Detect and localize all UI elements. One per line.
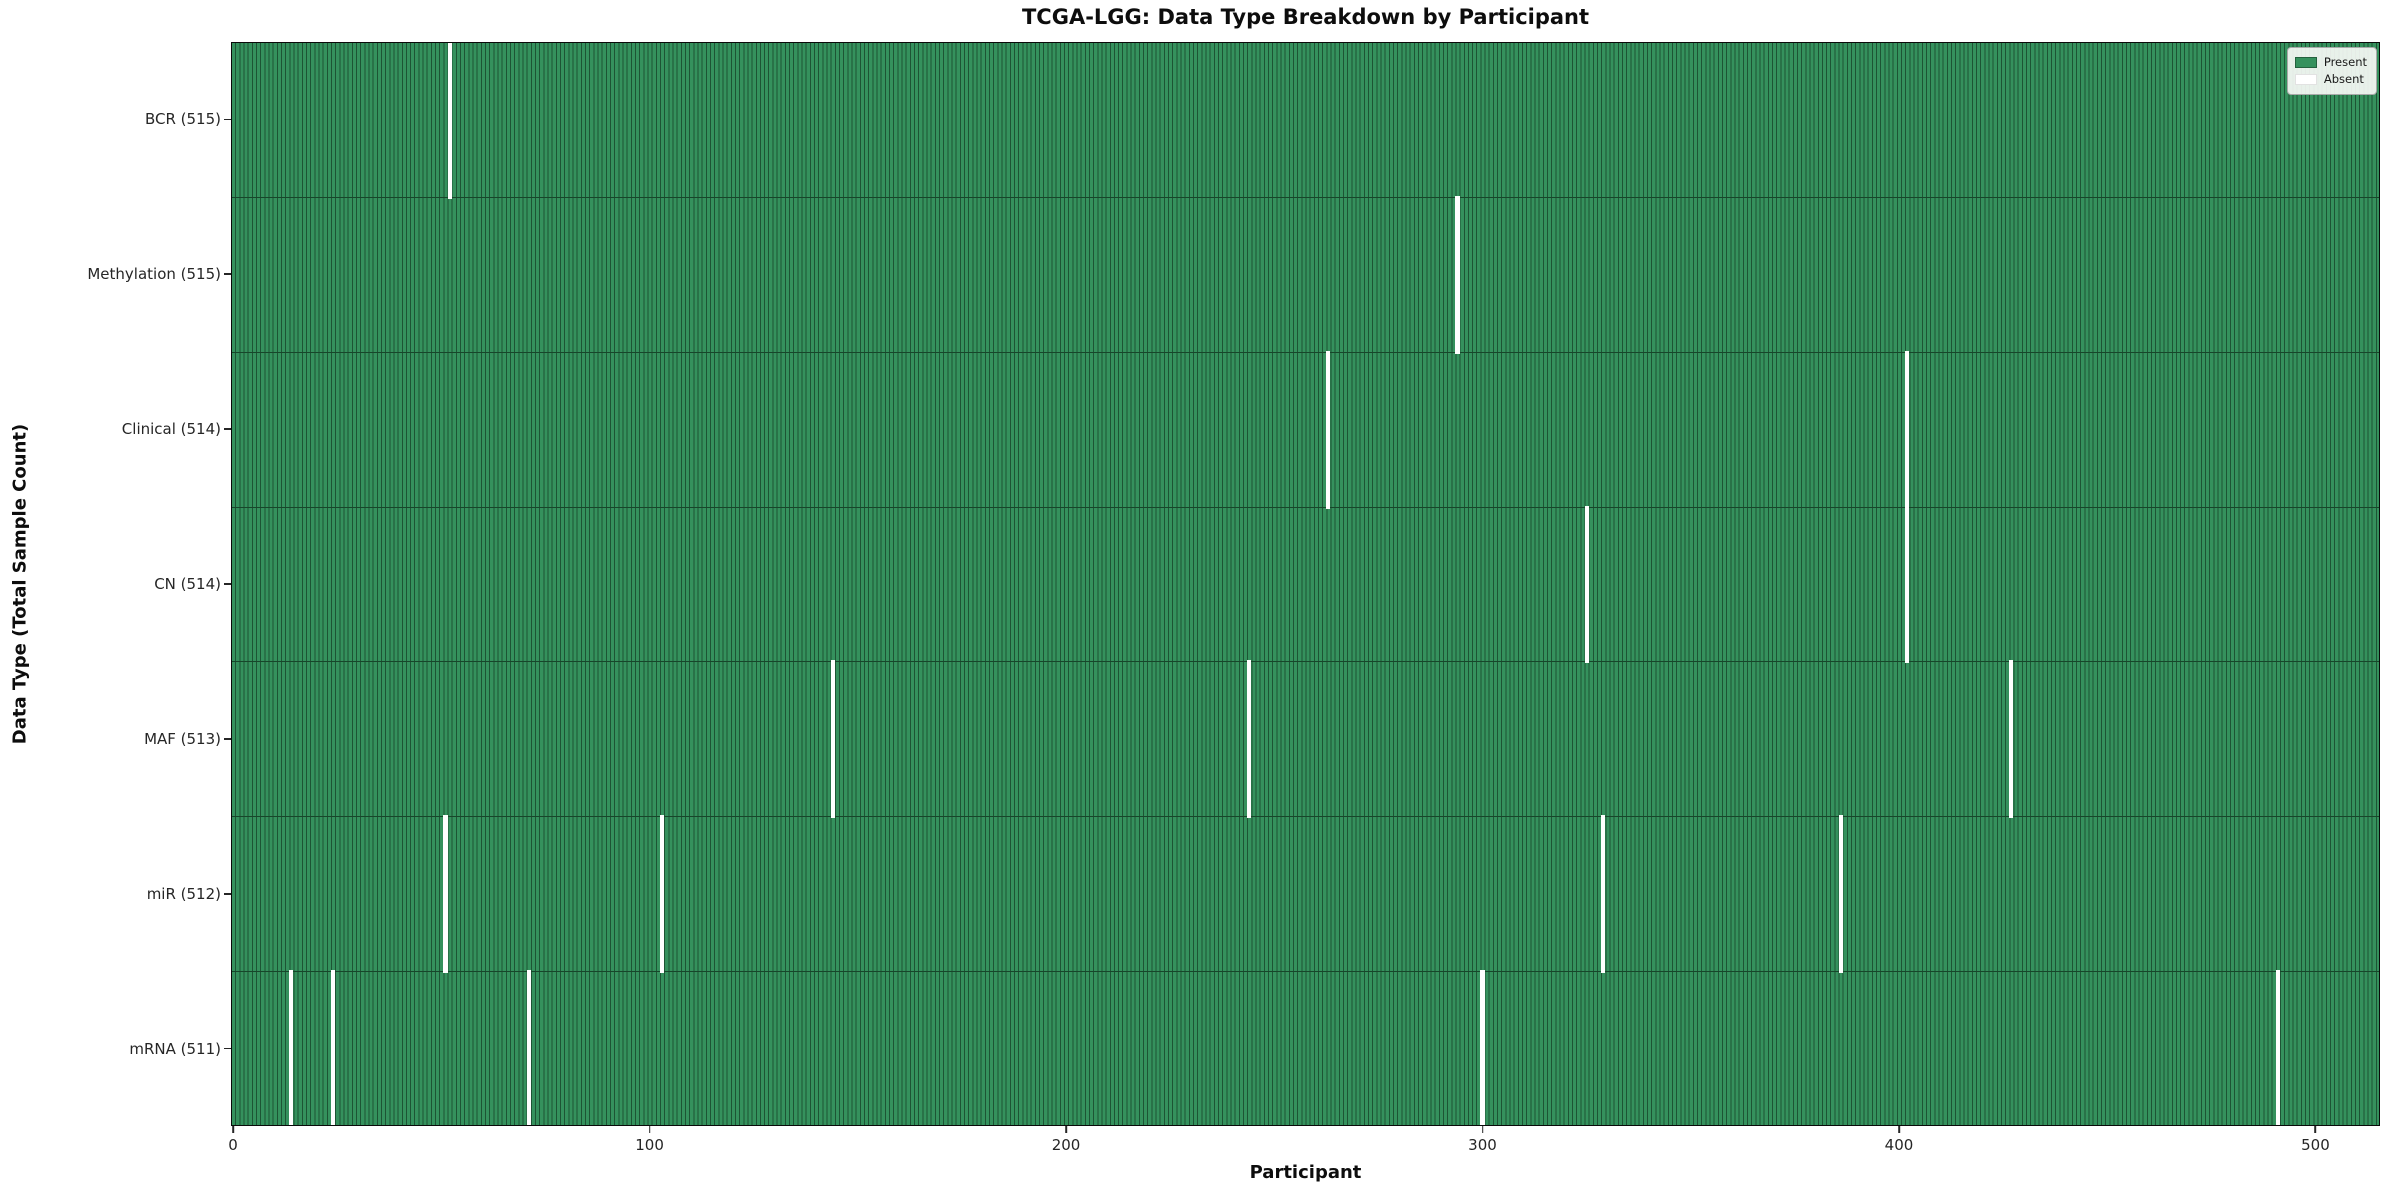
y-tick-label: miR (512) — [146, 884, 221, 903]
absent-gap — [1905, 505, 1910, 664]
absent-gap — [447, 42, 452, 199]
y-tick-mark — [224, 118, 231, 121]
absent-gap — [1455, 195, 1460, 354]
y-axis-title: Data Type (Total Sample Count) — [9, 423, 31, 745]
x-tick-label: 100 — [635, 1136, 664, 1154]
present-swatch-icon — [2294, 57, 2317, 68]
legend-label-absent: Absent — [2323, 72, 2364, 86]
y-tick-mark — [224, 583, 231, 585]
absent-gap — [2009, 660, 2014, 819]
absent-gap — [289, 970, 294, 1126]
legend: Present Absent — [2286, 47, 2377, 95]
absent-gap — [1905, 350, 1910, 509]
x-tick-mark — [1898, 1126, 1900, 1133]
x-tick-mark — [232, 1126, 234, 1133]
data-row-maf — [231, 660, 2380, 819]
x-tick-label: 0 — [228, 1136, 238, 1154]
absent-gap — [1601, 815, 1606, 974]
absent-gap — [1326, 350, 1331, 509]
x-tick-mark — [1481, 1126, 1484, 1133]
absent-gap — [330, 970, 336, 1126]
y-tick-label: MAF (513) — [144, 729, 221, 748]
x-tick-mark — [648, 1126, 651, 1133]
x-tick-mark — [2314, 1126, 2317, 1133]
x-tick-label: 500 — [2301, 1136, 2330, 1154]
legend-label-present: Present — [2323, 55, 2367, 69]
absent-gap — [443, 815, 448, 974]
legend-item-present: Present — [2294, 54, 2367, 71]
legend-item-absent: Absent — [2294, 71, 2367, 88]
y-tick-mark — [224, 1047, 231, 1050]
y-tick-mark — [224, 738, 231, 740]
absent-swatch-icon — [2294, 74, 2317, 85]
x-tick-mark — [1065, 1126, 1067, 1133]
x-tick-label: 300 — [1468, 1136, 1497, 1154]
absent-gap — [1247, 660, 1252, 819]
x-tick-label: 400 — [1884, 1136, 1914, 1154]
data-row-methylation — [231, 195, 2380, 354]
y-tick-label: Clinical (514) — [121, 420, 221, 439]
absent-gap — [1584, 505, 1589, 664]
absent-gap — [2275, 970, 2281, 1126]
y-tick-mark — [224, 892, 231, 895]
chart-title: TCGA-LGG: Data Type Breakdown by Partici… — [1021, 5, 1590, 29]
y-tick-label: mRNA (511) — [129, 1039, 221, 1058]
absent-gap — [526, 970, 531, 1126]
data-row-cn — [231, 505, 2380, 664]
y-tick-mark — [224, 428, 231, 430]
x-axis-title: Participant — [1249, 1162, 1362, 1183]
plot-area: Present Absent — [231, 42, 2380, 1126]
presence-matrix — [231, 42, 2380, 1126]
y-tick-label: CN (514) — [154, 575, 221, 593]
absent-gap — [1480, 970, 1485, 1126]
absent-gap — [1838, 815, 1843, 974]
data-row-bcr — [231, 42, 2380, 199]
absent-gap — [659, 815, 665, 974]
y-tick-label: BCR (515) — [144, 110, 221, 129]
y-tick-mark — [224, 273, 231, 276]
data-row-mir — [231, 815, 2380, 974]
y-tick-label: Methylation (515) — [87, 265, 221, 284]
data-row-mrna — [231, 970, 2380, 1126]
absent-gap — [830, 660, 835, 819]
data-row-clinical — [231, 350, 2380, 509]
x-tick-label: 200 — [1051, 1136, 1081, 1154]
